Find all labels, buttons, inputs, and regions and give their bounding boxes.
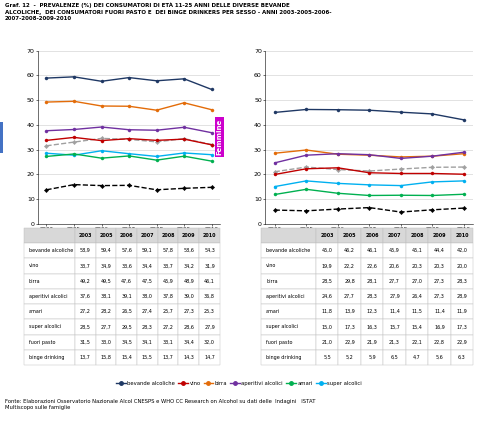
Text: Fonte: Elaborazioni Osservatorio Nazionale Alcol CNESPS e WHO CC Research on Alc: Fonte: Elaborazioni Osservatorio Naziona… bbox=[5, 399, 315, 410]
Text: Femmine: Femmine bbox=[217, 119, 223, 155]
Text: Maschi: Maschi bbox=[0, 124, 1, 151]
Text: Graf. 12  -  PREVALENZE (%) DEI CONSUMATORI DI ETÀ 11-25 ANNI DELLE DIVERSE BEVA: Graf. 12 - PREVALENZE (%) DEI CONSUMATOR… bbox=[5, 2, 331, 21]
Legend: bevande alcoliche, vino, birra, aperitivi alcolici, amari, super alcolici: bevande alcoliche, vino, birra, aperitiv… bbox=[114, 379, 364, 388]
